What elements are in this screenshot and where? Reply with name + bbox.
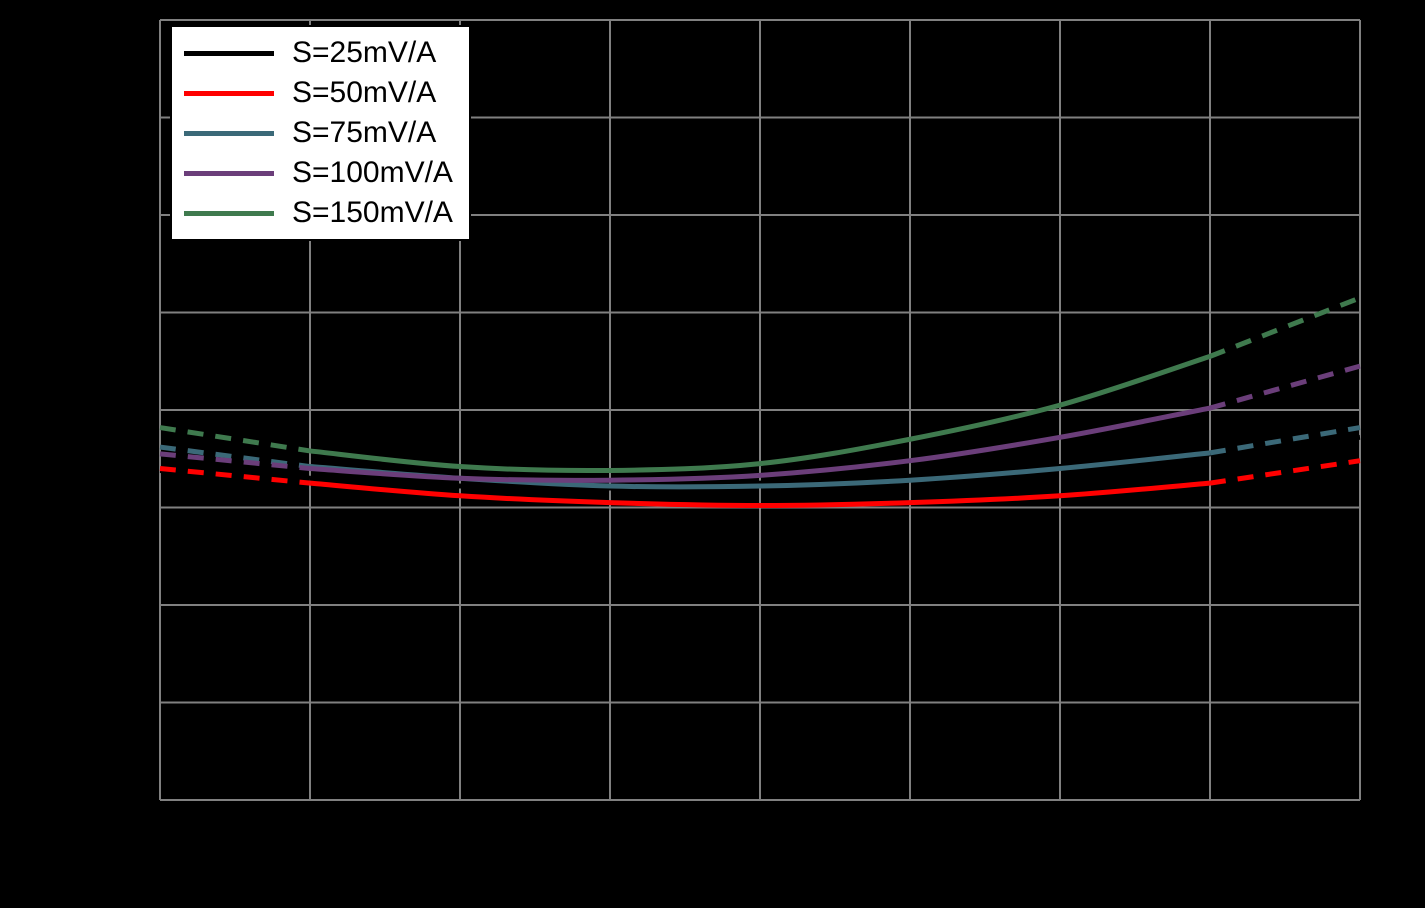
legend: S=25mV/A S=50mV/A S=75mV/A S=100mV/A S=150mV… xyxy=(170,25,471,241)
legend-label: S=100mV/A xyxy=(292,156,453,190)
legend-swatch xyxy=(184,131,274,136)
legend-swatch xyxy=(184,91,274,96)
legend-item: S=50mV/A xyxy=(184,73,453,113)
legend-swatch xyxy=(184,211,274,216)
legend-label: S=25mV/A xyxy=(292,36,436,70)
legend-label: S=50mV/A xyxy=(292,76,436,110)
chart-stage: S=25mV/A S=50mV/A S=75mV/A S=100mV/A S=150mV… xyxy=(0,0,1425,908)
legend-item: S=100mV/A xyxy=(184,153,453,193)
legend-label: S=75mV/A xyxy=(292,116,436,150)
legend-item: S=25mV/A xyxy=(184,33,453,73)
legend-label: S=150mV/A xyxy=(292,196,453,230)
legend-item: S=75mV/A xyxy=(184,113,453,153)
legend-swatch xyxy=(184,171,274,176)
legend-swatch xyxy=(184,51,274,56)
legend-item: S=150mV/A xyxy=(184,193,453,233)
